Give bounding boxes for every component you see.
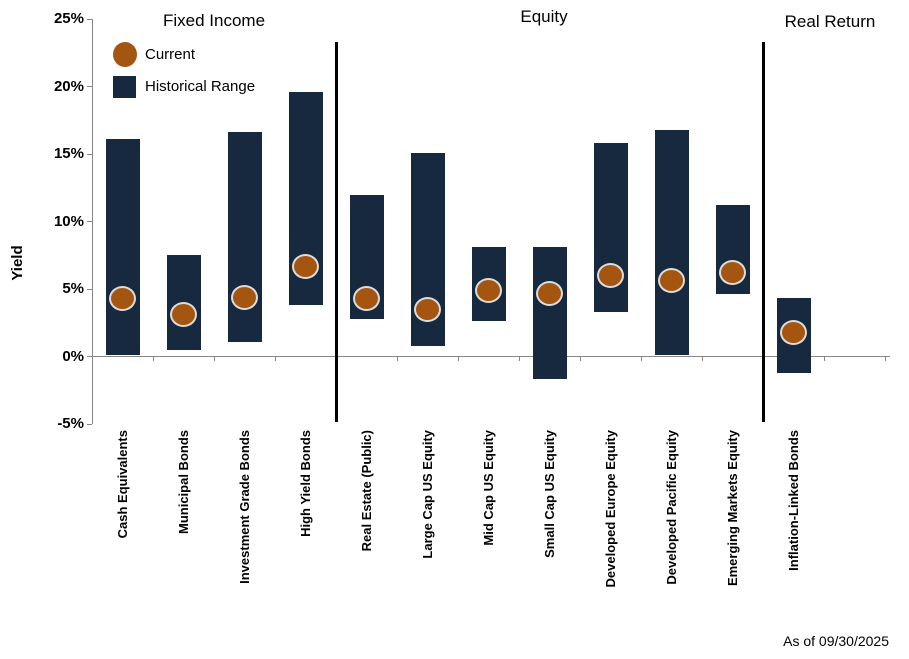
category-label: Mid Cap US Equity <box>480 430 496 546</box>
y-tick-mark <box>87 288 92 290</box>
historical-range-swatch <box>113 76 136 98</box>
y-tick-mark <box>87 221 92 222</box>
x-tick-mark <box>580 357 581 361</box>
x-tick-mark <box>397 357 398 361</box>
x-tick-mark <box>519 357 520 361</box>
x-tick-mark <box>824 357 825 361</box>
y-axis-title: Yield <box>9 245 26 281</box>
y-tick-label: 25% <box>53 10 84 27</box>
x-tick-mark <box>641 357 642 361</box>
category-label: Developed Pacific Equity <box>663 430 679 585</box>
as-of-date: As of 09/30/2025 <box>783 633 889 649</box>
legend-current-label: Current <box>145 46 196 63</box>
historical-range-bar <box>105 139 140 356</box>
x-tick-mark <box>214 357 215 361</box>
category-label: Cash Equivalents <box>114 430 130 539</box>
category-label: Large Cap US Equity <box>419 430 435 559</box>
category-label: Real Estate (Public) <box>358 430 374 552</box>
y-tick-mark <box>87 86 92 87</box>
current-yield-dot <box>170 302 197 328</box>
y-tick-mark <box>87 18 92 20</box>
group-separator-line <box>334 42 338 422</box>
y-axis-line <box>92 19 93 424</box>
historical-range-bar <box>532 247 567 380</box>
current-yield-dot <box>536 280 563 306</box>
category-label: Developed Europe Equity <box>602 430 618 588</box>
group-header-real-return: Real Return <box>784 12 876 31</box>
y-tick-label: 20% <box>53 77 84 95</box>
y-tick-label: -5% <box>57 415 84 432</box>
legend-historical-label: Historical Range <box>145 78 256 95</box>
historical-range-bar <box>654 129 689 356</box>
x-tick-mark <box>885 357 886 361</box>
x-tick-mark <box>458 357 459 361</box>
category-label: Inflation-Linked Bonds <box>785 430 801 571</box>
current-yield-dot <box>719 260 746 286</box>
current-yield-dot <box>414 296 441 322</box>
y-tick-label: 0% <box>62 347 84 365</box>
current-yield-dot <box>109 285 136 311</box>
x-tick-mark <box>702 357 703 361</box>
y-tick-label: 15% <box>53 145 84 162</box>
group-header-equity: Equity <box>520 7 568 26</box>
current-yield-dot <box>780 319 807 345</box>
y-tick-mark <box>87 423 92 425</box>
y-tick-label: 10% <box>53 212 84 230</box>
x-tick-mark <box>275 357 276 361</box>
historical-range-bar <box>227 132 262 342</box>
current-dot-swatch <box>113 42 137 67</box>
category-label: Small Cap US Equity <box>541 430 557 558</box>
current-yield-dot <box>292 253 319 279</box>
category-label: High Yield Bonds <box>297 430 313 537</box>
current-yield-dot <box>597 263 624 288</box>
y-tick-label: 5% <box>62 280 84 297</box>
x-axis-line <box>92 356 890 357</box>
category-label: Investment Grade Bonds <box>236 430 252 584</box>
category-label: Emerging Markets Equity <box>724 430 740 587</box>
group-separator-line <box>761 42 765 422</box>
current-yield-dot <box>475 277 502 303</box>
y-tick-mark <box>87 356 92 357</box>
current-yield-dot <box>231 284 258 310</box>
group-header-fixed-income: Fixed Income <box>162 11 266 30</box>
x-tick-mark <box>153 357 154 361</box>
category-label: Municipal Bonds <box>175 430 191 534</box>
current-yield-dot <box>658 268 685 294</box>
y-tick-mark <box>87 153 92 155</box>
current-yield-dot <box>353 285 380 311</box>
